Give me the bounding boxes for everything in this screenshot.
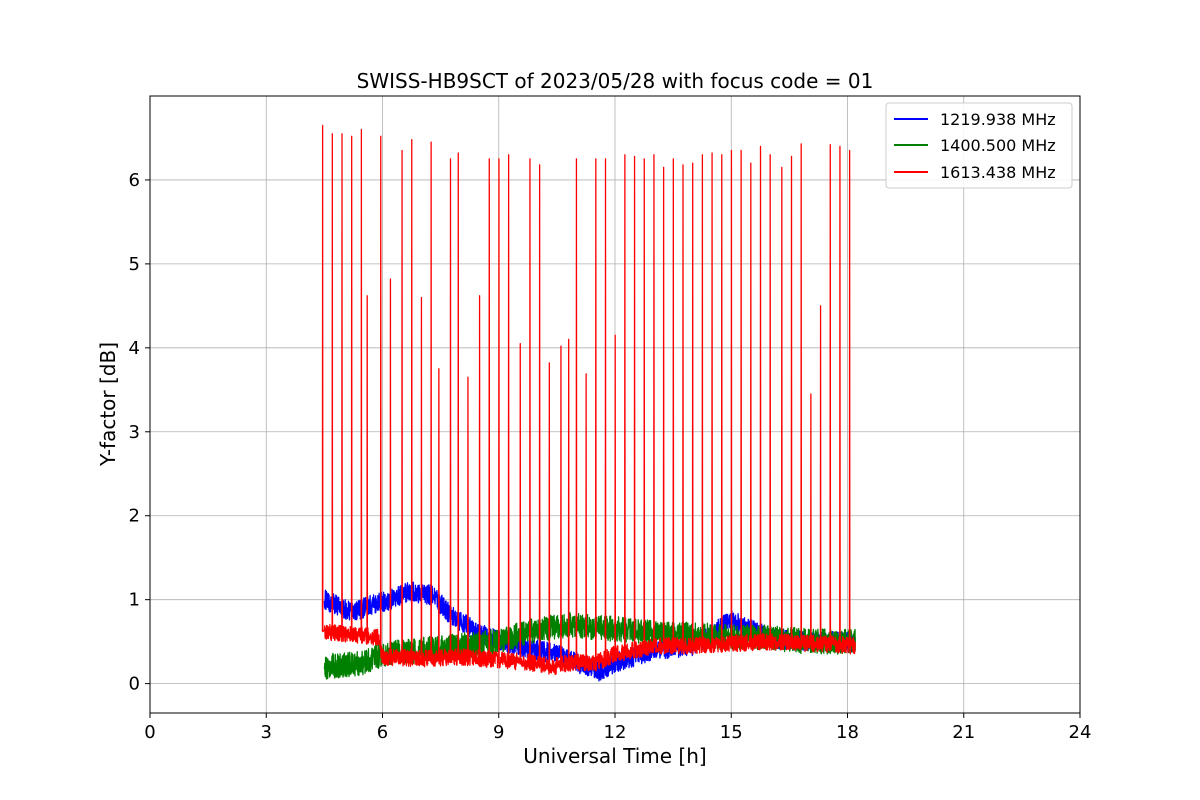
y-tick-label: 0	[129, 674, 140, 695]
y-tick-label: 3	[129, 422, 140, 443]
y-tick-label: 6	[129, 170, 140, 191]
x-tick-label: 3	[261, 722, 272, 743]
y-tick-label: 1	[129, 590, 140, 611]
series-1613-line	[321, 124, 856, 676]
series-layer	[321, 124, 856, 682]
x-tick-label: 21	[952, 722, 975, 743]
legend: 1219.938 MHz 1400.500 MHz 1613.438 MHz	[885, 102, 1073, 189]
x-tick-label: 18	[836, 722, 859, 743]
x-tick-label: 6	[377, 722, 388, 743]
y-tick-label: 5	[129, 254, 140, 275]
x-tick-label: 9	[493, 722, 504, 743]
x-tick-label: 24	[1069, 722, 1092, 743]
x-tick-label: 0	[144, 722, 155, 743]
x-axis-label: Universal Time [h]	[523, 744, 706, 768]
legend-label-1400: 1400.500 MHz	[940, 136, 1056, 155]
legend-label-1613: 1613.438 MHz	[940, 163, 1056, 182]
legend-box	[885, 102, 1073, 189]
x-tick-label: 15	[720, 722, 743, 743]
x-tick-label: 12	[604, 722, 627, 743]
chart-title: SWISS-HB9SCT of 2023/05/28 with focus co…	[357, 69, 874, 93]
legend-label-1219: 1219.938 MHz	[940, 110, 1056, 129]
y-tick-label: 4	[129, 338, 140, 359]
y-tick-label: 2	[129, 506, 140, 527]
y-axis-label: Y-factor [dB]	[96, 342, 120, 467]
